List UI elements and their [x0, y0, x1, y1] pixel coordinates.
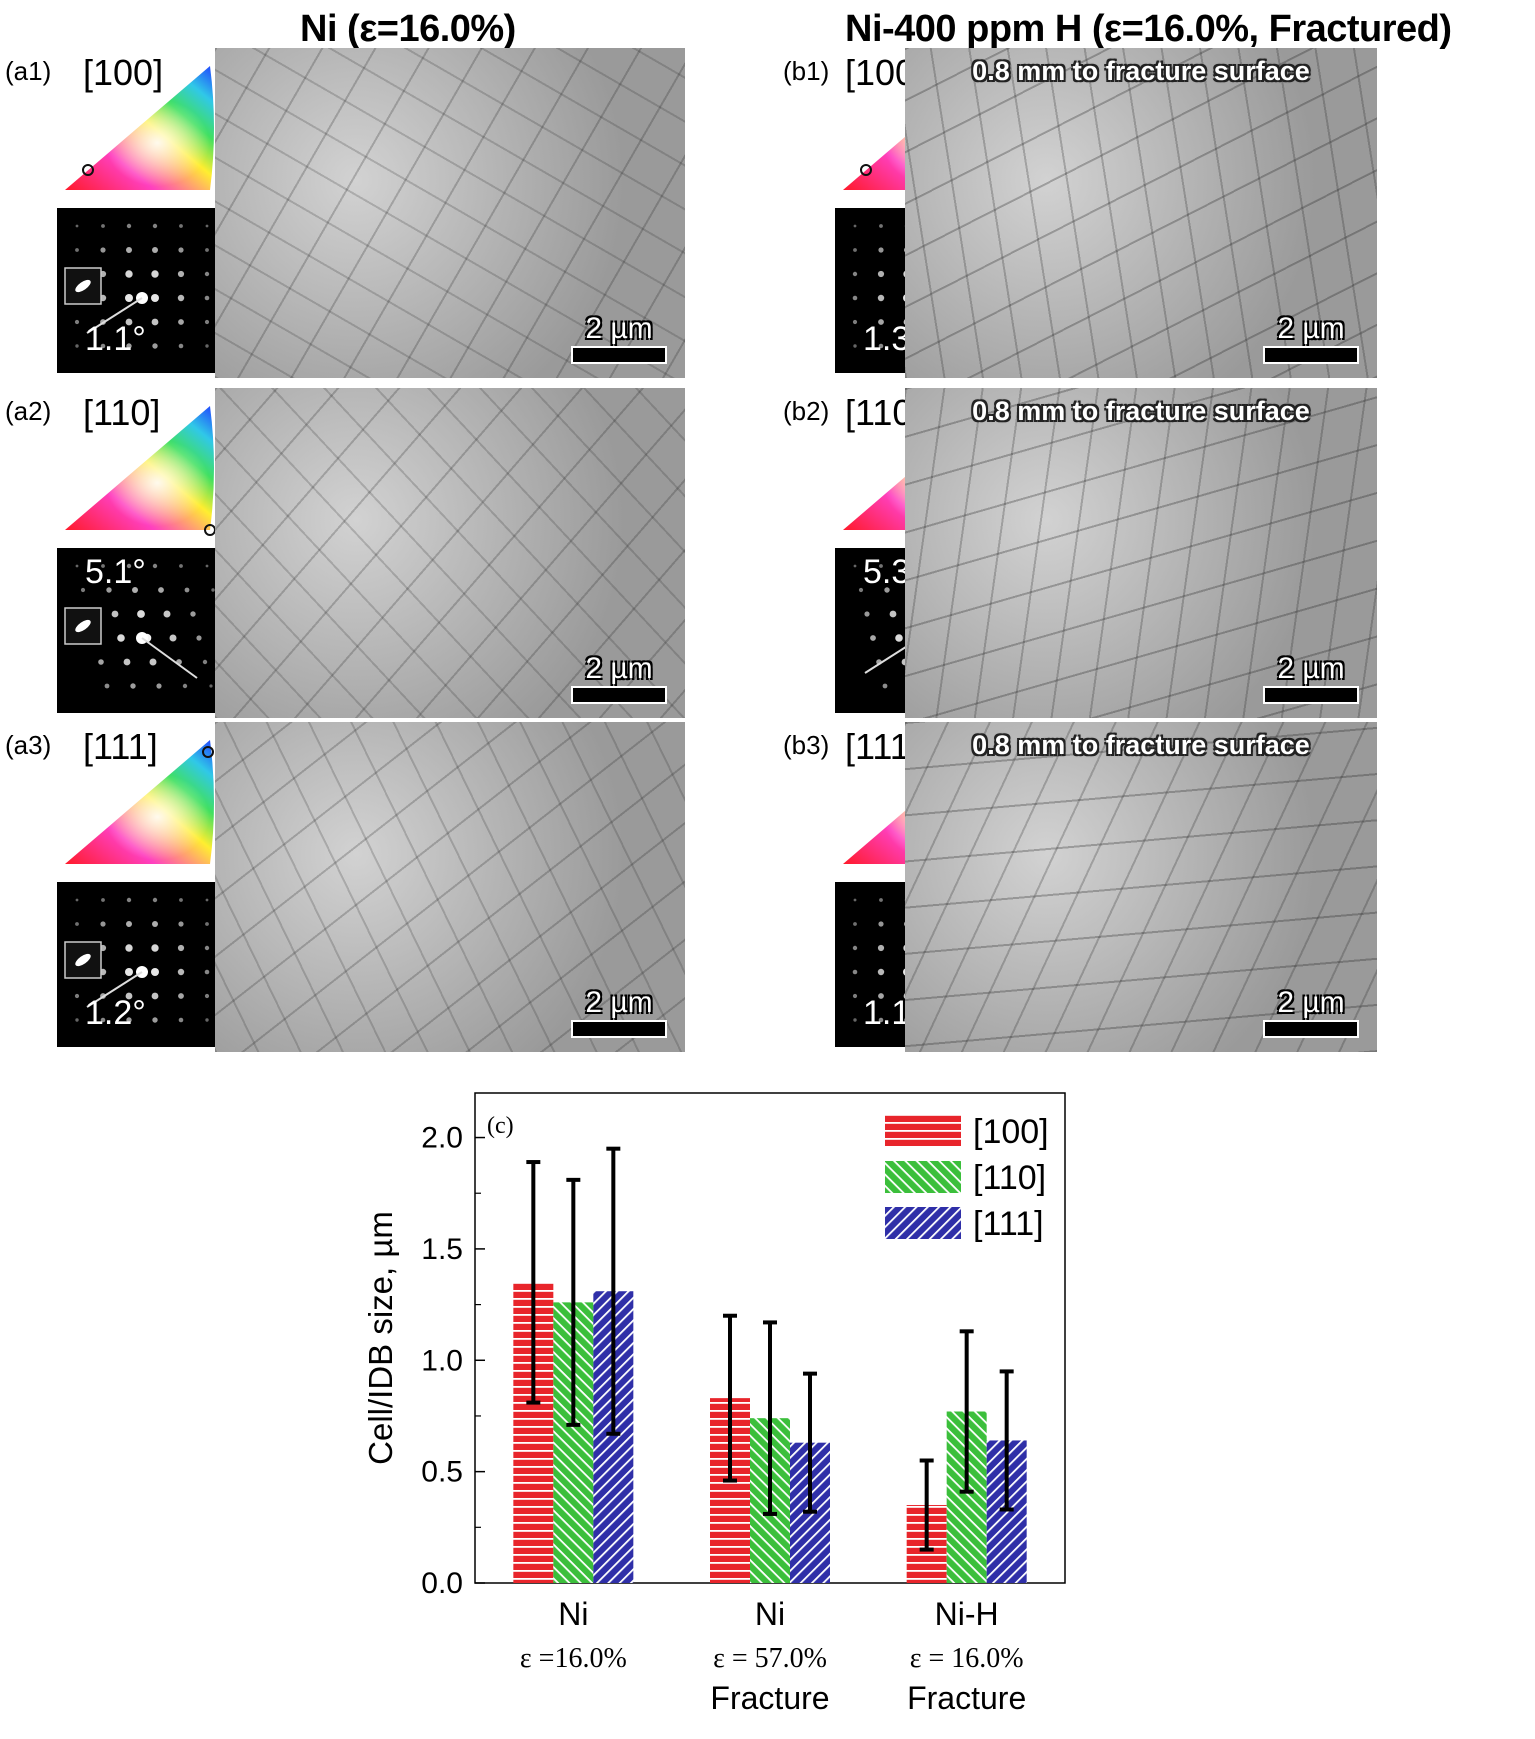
x-category-label: ε = 57.0%	[713, 1643, 827, 1674]
scale-bar-label: 2 µm	[1277, 986, 1345, 1019]
legend-label: [110]	[973, 1159, 1046, 1197]
scale-bar: 2 µm	[1263, 654, 1359, 704]
x-category-label: Fracture	[710, 1680, 829, 1716]
scale-bar-line	[1263, 1020, 1359, 1038]
misorientation-angle: 1.1°	[85, 320, 146, 358]
panel-label: (a3)	[5, 730, 52, 760]
scale-bar: 2 µm	[571, 654, 667, 704]
panel-label: (b2)	[783, 396, 830, 426]
tem-micrograph: 0.8 mm to fracture surface 2 µm	[905, 48, 1377, 378]
y-axis-label: Cell/IDB size, µm	[362, 1211, 399, 1465]
distance-to-fracture-label: 0.8 mm to fracture surface	[972, 56, 1310, 86]
legend-swatch	[885, 1161, 961, 1193]
y-tick-label: 0.0	[421, 1567, 463, 1600]
tem-micrograph: 2 µm	[215, 722, 685, 1052]
legend-label: [111]	[973, 1205, 1044, 1243]
chart-panel-label: (c)	[487, 1113, 514, 1139]
scale-bar: 2 µm	[1263, 314, 1359, 364]
misorientation-angle: 5.1°	[85, 553, 146, 591]
distance-to-fracture-label: 0.8 mm to fracture surface	[972, 730, 1310, 760]
scale-bar-label: 2 µm	[1277, 652, 1345, 685]
scale-bar-line	[571, 1020, 667, 1038]
x-category-label: Fracture	[907, 1680, 1026, 1716]
tem-micrograph: 0.8 mm to fracture surface 2 µm	[905, 388, 1377, 718]
saed-pattern: 5.1°	[57, 548, 239, 713]
y-tick-label: 0.5	[421, 1456, 463, 1489]
x-category-label: Ni	[755, 1596, 785, 1632]
tem-panel: (a2) [110] 5.1° 2 µm	[5, 388, 755, 718]
zone-axis-label: [110]	[83, 392, 161, 433]
y-tick-label: 1.5	[421, 1233, 463, 1266]
scale-bar: 2 µm	[571, 314, 667, 364]
scale-bar-label: 2 µm	[1277, 312, 1345, 345]
scale-bar: 2 µm	[1263, 988, 1359, 1038]
x-category-label: ε =16.0%	[520, 1643, 627, 1674]
scale-bar-label: 2 µm	[585, 652, 653, 685]
column-title-ni: Ni (ε=16.0%)	[300, 8, 516, 50]
scale-bar-line	[1263, 686, 1359, 704]
legend-swatch	[885, 1115, 961, 1147]
scale-bar-label: 2 µm	[585, 312, 653, 345]
scale-bar-label: 2 µm	[585, 986, 653, 1019]
x-category-label: Ni-H	[935, 1596, 999, 1632]
tem-micrograph: 2 µm	[215, 388, 685, 718]
scale-bar-line	[1263, 346, 1359, 364]
distance-to-fracture-label: 0.8 mm to fracture surface	[972, 396, 1310, 426]
legend-label: [100]	[973, 1113, 1049, 1151]
legend-swatch	[885, 1207, 961, 1239]
panel-label: (a1)	[5, 56, 52, 86]
tem-panel: (b3) [111] 1.1° 0.8 mm to fracture surface 2…	[783, 722, 1533, 1052]
saed-pattern: 1.1°	[57, 208, 227, 373]
tem-panel: (a1) [100] 1.1° 2 µm	[5, 48, 755, 378]
y-tick-label: 2.0	[421, 1122, 463, 1155]
tem-micrograph: 2 µm	[215, 48, 685, 378]
ipf-triangle	[60, 398, 235, 548]
tem-panel: (a3) [111] 1.2° 2 µm	[5, 722, 755, 1052]
scale-bar-line	[571, 346, 667, 364]
y-tick-label: 1.0	[421, 1344, 463, 1377]
panel-label: (b3)	[783, 730, 830, 760]
panel-label: (a2)	[5, 396, 52, 426]
panel-label: (b1)	[783, 56, 830, 86]
zone-axis-label: [100]	[83, 52, 164, 93]
x-category-label: ε = 16.0%	[910, 1643, 1024, 1674]
misorientation-angle: 1.2°	[85, 994, 146, 1032]
bar-chart-svg: 0.0 0.5 1.0 1.5 2.0 Cell/IDB size, µm (c) Ni ε =…	[362, 1092, 1066, 1716]
ipf-triangle	[60, 58, 235, 208]
scale-bar-line	[571, 686, 667, 704]
tem-panel: (b2) [110] 5.3° 0.8 mm to fracture surface 2…	[783, 388, 1533, 718]
tem-panel: (b1) [100] 1.3° 0.8 mm to fracture surface 2…	[783, 48, 1533, 378]
tem-micrograph: 0.8 mm to fracture surface 2 µm	[905, 722, 1377, 1052]
ipf-triangle	[60, 732, 235, 882]
x-category-label: Ni	[558, 1596, 588, 1632]
bar-chart-panel: 0.0 0.5 1.0 1.5 2.0 Cell/IDB size, µm (c) Ni ε =…	[340, 1085, 1140, 1739]
column-title-ni-h: Ni-400 ppm H (ε=16.0%, Fractured)	[845, 8, 1452, 50]
zone-axis-label: [111]	[83, 726, 158, 767]
saed-pattern: 1.2°	[57, 882, 227, 1047]
scale-bar: 2 µm	[571, 988, 667, 1038]
